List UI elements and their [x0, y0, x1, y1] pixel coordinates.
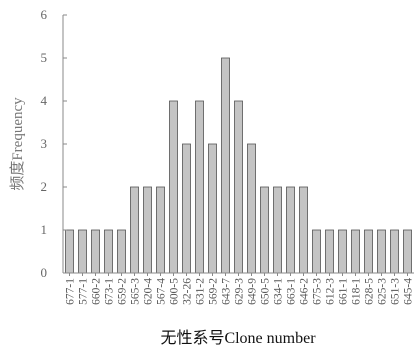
bar-673-1: [104, 229, 113, 274]
x-axis-title: 无性系号Clone number: [160, 329, 316, 347]
x-tick-label: 600-5: [169, 278, 181, 305]
bar-663-1: [286, 186, 295, 274]
y-axis-title: 频度Frequency: [9, 97, 26, 191]
x-tick-label: 649-9: [247, 278, 259, 305]
bar-629-3: [234, 100, 243, 274]
bar-634-1: [273, 186, 282, 274]
bar-569-2: [208, 143, 217, 274]
bar-577-1: [78, 229, 87, 274]
bar-612-3: [325, 229, 334, 274]
bar-565-3: [130, 186, 139, 274]
bar-620-4: [143, 186, 152, 274]
bar-660-2: [91, 229, 100, 274]
x-tick-label: 612-3: [325, 278, 337, 305]
y-tick-label: 6: [41, 7, 48, 22]
x-ticks-group: 677-1 577-1 660-2 673-1 659-2 565-3 620-4 567-4…: [65, 273, 415, 305]
bar-32-26: [182, 143, 191, 274]
x-tick-label: 675-3: [312, 278, 324, 305]
bar-651-3: [390, 229, 399, 274]
x-tick-label: 660-2: [91, 278, 103, 305]
x-tick-label: 32-26: [182, 278, 194, 305]
x-tick-label: 565-3: [130, 278, 142, 305]
bar-649-9: [247, 143, 256, 274]
x-tick-label: 625-3: [377, 278, 389, 305]
bars-group: [65, 57, 412, 274]
y-tick-label: 1: [41, 222, 48, 237]
x-tick-label: 661-1: [338, 278, 350, 305]
x-tick-label: 645-4: [403, 278, 415, 305]
bar-659-2: [117, 229, 126, 274]
x-tick-label: 646-2: [299, 278, 311, 305]
x-tick-label: 569-2: [208, 278, 220, 305]
x-tick-label: 567-4: [156, 278, 168, 305]
y-ticks-group: 0 1 2 3 4 5 6: [41, 7, 67, 280]
y-tick-label: 4: [41, 93, 48, 108]
bar-643-7: [221, 57, 230, 274]
x-tick-label: 628-5: [364, 278, 376, 305]
x-tick-label: 618-1: [351, 278, 363, 305]
x-tick-label: 673-1: [104, 278, 116, 305]
x-tick-label: 659-2: [117, 278, 129, 305]
x-tick-label: 634-1: [273, 278, 285, 305]
bar-618-1: [351, 229, 360, 274]
x-tick-label: 650-5: [260, 278, 272, 305]
bar-600-5: [169, 100, 178, 274]
bar-646-2: [299, 186, 308, 274]
x-tick-label: 620-4: [143, 278, 155, 305]
x-tick-label: 629-3: [234, 278, 246, 305]
y-tick-label: 3: [41, 136, 48, 151]
y-tick-label: 5: [41, 50, 48, 65]
x-tick-label: 677-1: [65, 278, 77, 305]
y-tick-label: 0: [41, 265, 48, 280]
bar-631-2: [195, 100, 204, 274]
bar-650-5: [260, 186, 269, 274]
bar-645-4: [403, 229, 412, 274]
x-tick-label: 651-3: [390, 278, 402, 305]
y-tick-label: 2: [41, 179, 48, 194]
bar-567-4: [156, 186, 165, 274]
bar-677-1: [65, 229, 74, 274]
x-tick-label: 643-7: [221, 278, 233, 305]
bar-625-3: [377, 229, 386, 274]
bar-661-1: [338, 229, 347, 274]
bar-675-3: [312, 229, 321, 274]
x-tick-label: 631-2: [195, 278, 207, 305]
x-tick-label: 577-1: [78, 278, 90, 305]
bar-628-5: [364, 229, 373, 274]
x-tick-label: 663-1: [286, 278, 298, 305]
